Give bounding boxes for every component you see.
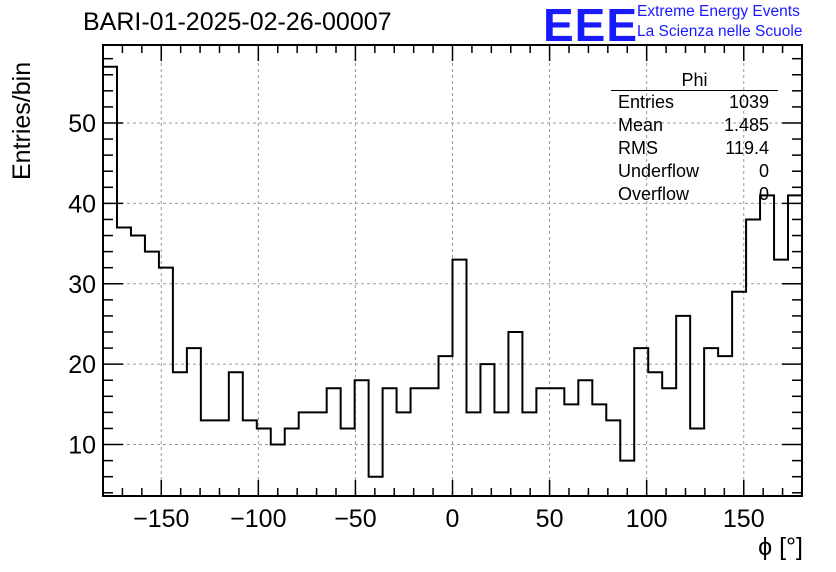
plot-title: BARI-01-2025-02-26-00007 — [83, 8, 392, 36]
y-tick-label: 30 — [68, 271, 96, 299]
stats-value: 0 — [758, 161, 769, 181]
stats-box: Phi Entries 1039 Mean 1.485 RMS 119.4 Under… — [611, 70, 778, 206]
stats-value: 1.485 — [723, 115, 769, 135]
y-tick-label: 50 — [68, 110, 96, 138]
y-tick-label: 10 — [68, 432, 96, 460]
eee-logo: EEE — [543, 0, 639, 51]
tick-labels: −150 −100 −50 0 50 100 150 10 20 30 40 50 — [68, 110, 764, 533]
stats-key: Mean — [618, 115, 664, 135]
stats-row-rms: RMS 119.4 — [611, 137, 778, 160]
x-tick-label: 0 — [446, 505, 460, 533]
stats-row-entries: Entries 1039 — [611, 91, 778, 114]
stats-key: Entries — [618, 92, 675, 112]
stats-row-underflow: Underflow 0 — [611, 160, 778, 183]
logo-subtitle-2: La Scienza nelle Scuole — [637, 23, 803, 40]
x-tick-label: −50 — [334, 505, 376, 533]
stats-row-mean: Mean 1.485 — [611, 114, 778, 137]
histogram-step-line — [103, 65, 802, 478]
y-axis-label: Entries/bin — [8, 61, 36, 180]
x-tick-label: 50 — [536, 505, 564, 533]
stats-value: 119.4 — [725, 138, 769, 158]
x-axis-label: ϕ [°] — [758, 533, 803, 561]
y-tick-label: 40 — [68, 190, 96, 218]
y-tick-label: 20 — [68, 351, 96, 379]
x-tick-label: −150 — [133, 505, 189, 533]
x-tick-label: −100 — [230, 505, 286, 533]
stats-key: Overflow — [618, 184, 690, 204]
x-tick-label: 150 — [723, 505, 765, 533]
axis-ticks — [102, 45, 803, 496]
stats-key: Underflow — [618, 161, 700, 181]
stats-key: RMS — [618, 138, 658, 158]
stats-value: 1039 — [728, 92, 769, 112]
stats-value: 0 — [758, 184, 769, 204]
stats-title: Phi — [611, 70, 778, 91]
stats-row-overflow: Overflow 0 — [611, 183, 778, 206]
x-tick-label: 100 — [626, 505, 668, 533]
logo-subtitle-1: Extreme Energy Events — [637, 3, 800, 20]
